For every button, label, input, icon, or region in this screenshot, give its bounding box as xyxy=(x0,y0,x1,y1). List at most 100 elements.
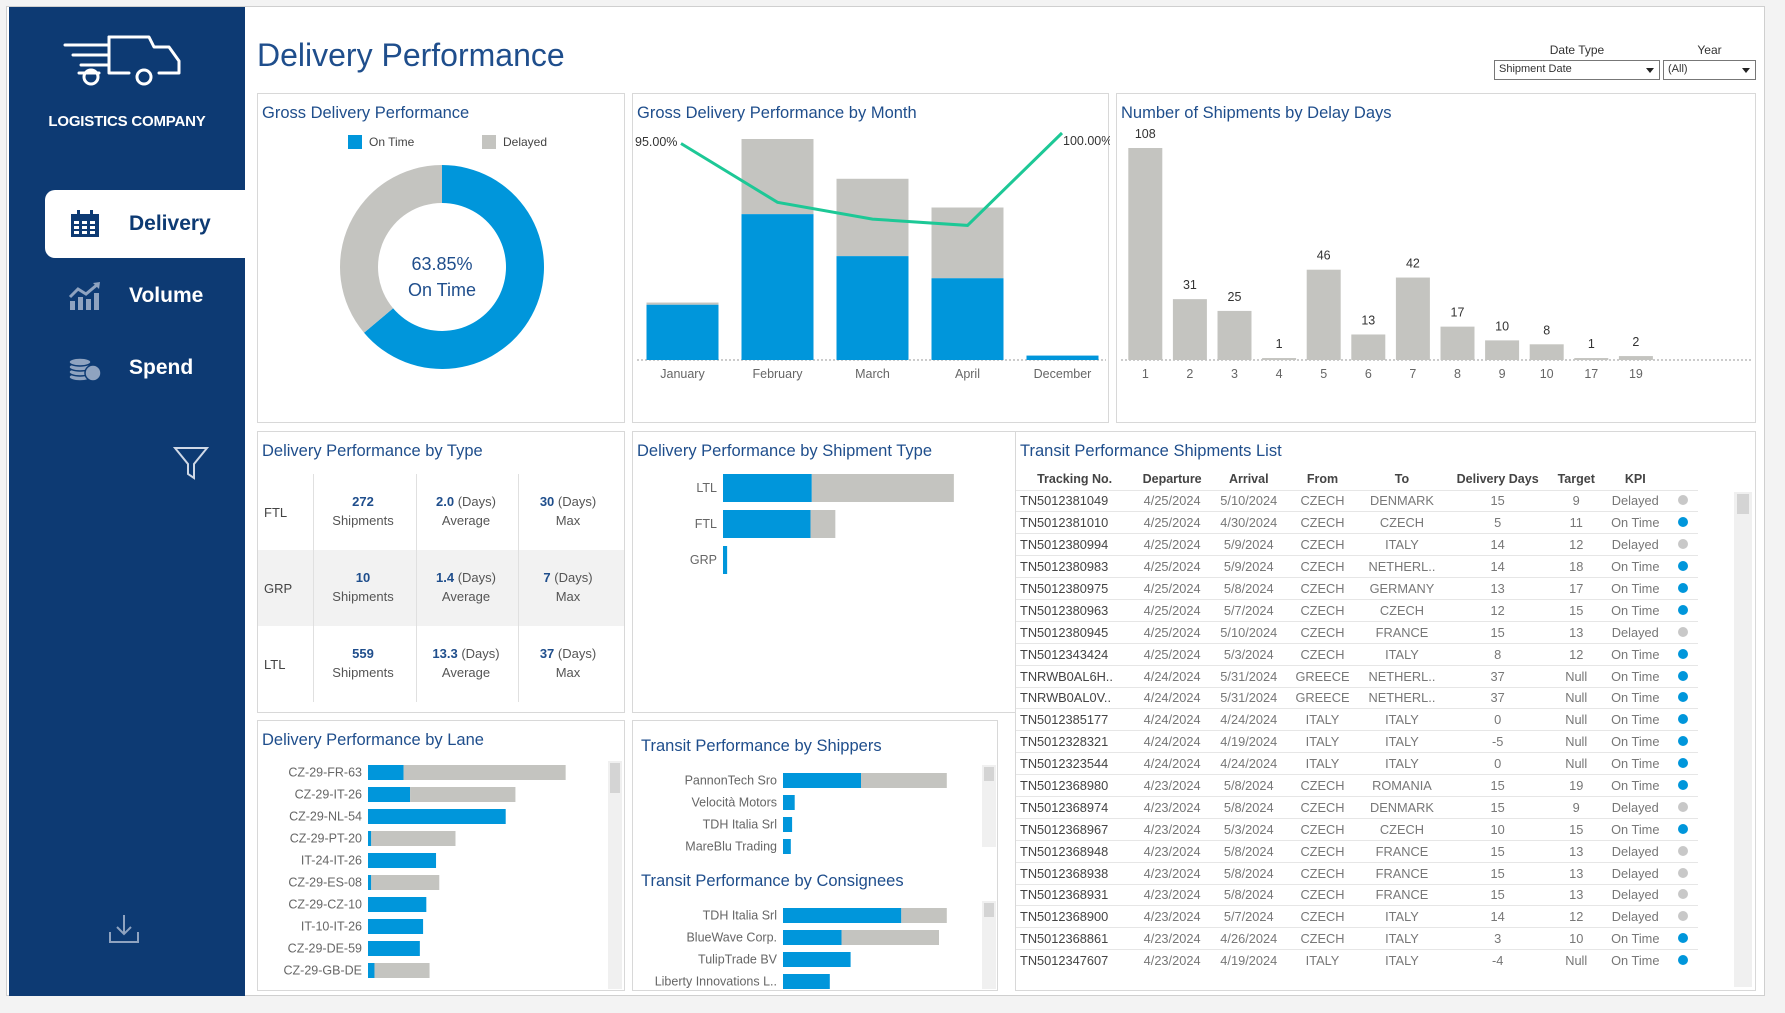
bar-on-time xyxy=(368,809,506,824)
max-unit: (Days) xyxy=(557,646,597,661)
bar-delay-2 xyxy=(1172,299,1207,360)
column-header[interactable]: Tracking No. xyxy=(1037,471,1113,486)
table-cell: 14 xyxy=(1445,533,1550,556)
table-cell: 4/23/2024 xyxy=(1133,795,1212,819)
table-cell: 37 xyxy=(1445,664,1550,688)
panel-title: Number of Shipments by Delay Days xyxy=(1121,104,1392,122)
table-cell: Delayed xyxy=(1602,533,1668,556)
sidebar-item-volume[interactable]: Volume xyxy=(45,262,245,330)
table-row[interactable]: TN5012323544 4/24/2024 4/24/2024 ITALY ITALY… xyxy=(1016,752,1698,775)
column-header[interactable]: Target xyxy=(1557,471,1595,486)
table-cell: On Time xyxy=(1602,686,1668,709)
table-cell: TN5012323544 xyxy=(1016,752,1134,775)
table-cell: 11 xyxy=(1549,511,1603,534)
column-divider xyxy=(416,474,417,702)
table-row[interactable]: TN5012380983 4/25/2024 5/9/2024 CZECH NETHER… xyxy=(1016,555,1698,578)
shippers-scrollbar[interactable] xyxy=(982,765,996,847)
y-tick-label: CZ-29-NL-54 xyxy=(289,810,362,824)
column-header[interactable]: From xyxy=(1306,471,1339,486)
bar-on-time xyxy=(368,941,420,956)
table-row[interactable]: TN5012381049 4/25/2024 5/10/2024 CZECH DENMA… xyxy=(1016,489,1698,512)
download-icon[interactable] xyxy=(107,912,141,951)
y-tick-label: CZ-29-GB-DE xyxy=(284,964,362,978)
table-row[interactable]: TN5012380994 4/25/2024 5/9/2024 CZECH ITALY 1… xyxy=(1016,533,1698,556)
table-cell: DENMARK xyxy=(1358,489,1446,512)
shippers-title: Transit Performance by Shippers xyxy=(641,737,882,755)
table-row[interactable]: TN5012368900 4/23/2024 5/7/2024 CZECH ITALY 1… xyxy=(1016,905,1698,928)
table-row[interactable]: TN5012343424 4/25/2024 5/3/2024 CZECH ITALY 8… xyxy=(1016,642,1698,666)
column-header[interactable]: Arrival xyxy=(1228,471,1269,486)
column-header[interactable]: Departure xyxy=(1142,471,1202,486)
sidebar-item-delivery[interactable]: Delivery xyxy=(45,190,253,258)
scroll-thumb[interactable] xyxy=(984,903,994,917)
table-cell: 4/25/2024 xyxy=(1133,555,1212,578)
column-divider xyxy=(313,474,314,702)
table-row[interactable]: TN5012368931 4/23/2024 5/8/2024 CZECH FRANCE… xyxy=(1016,883,1698,906)
on-time-dot-icon xyxy=(1678,583,1688,593)
table-cell: ITALY xyxy=(1286,708,1359,731)
table-cell: On Time xyxy=(1602,598,1668,622)
lane-scrollbar[interactable] xyxy=(608,761,622,989)
table-row[interactable]: TN5012368861 4/23/2024 4/26/2024 CZECH ITALY… xyxy=(1016,927,1698,950)
scroll-thumb[interactable] xyxy=(610,763,620,793)
table-row[interactable]: TN5012380975 4/25/2024 5/8/2024 CZECH GERMAN… xyxy=(1016,577,1698,600)
y-tick-label: CZ-29-IT-26 xyxy=(295,788,362,802)
column-header[interactable]: To xyxy=(1394,471,1410,486)
table-row[interactable]: TN5012381010 4/25/2024 4/30/2024 CZECH CZECH… xyxy=(1016,511,1698,534)
x-tick-label: December xyxy=(1034,367,1092,381)
shipments-count: 10 Shipments xyxy=(313,568,413,606)
avg-unit: (Days) xyxy=(457,494,496,509)
indicator-column-header xyxy=(1668,468,1698,490)
main-content: Delivery Performance Date Type Shipment … xyxy=(245,7,1765,996)
filter-icon[interactable] xyxy=(172,445,210,486)
company-logo: LOGISTICS COMPANY xyxy=(9,7,245,192)
kpi-indicator xyxy=(1668,555,1698,578)
table-row[interactable]: TN5012328321 4/24/2024 4/19/2024 ITALY ITALY… xyxy=(1016,730,1698,753)
table-row[interactable]: TN5012368938 4/23/2024 5/8/2024 CZECH FRANCE… xyxy=(1016,861,1698,885)
table-cell: 13 xyxy=(1445,577,1550,600)
table-cell: 5/31/2024 xyxy=(1211,686,1287,709)
table-row[interactable]: TN5012347607 4/23/2024 4/19/2024 ITALY ITALY… xyxy=(1016,949,1698,972)
table-cell: TNRWB0AL6H.. xyxy=(1016,664,1134,688)
table-cell: 13 xyxy=(1549,861,1603,885)
table-row[interactable]: TN5012380945 4/25/2024 5/10/2024 CZECH FRANC… xyxy=(1016,620,1698,644)
table-row[interactable]: TN5012368980 4/23/2024 5/8/2024 CZECH ROMANI… xyxy=(1016,774,1698,797)
table-cell: Null xyxy=(1549,752,1603,775)
table-row[interactable]: TN5012368974 4/23/2024 5/8/2024 CZECH DENMAR… xyxy=(1016,795,1698,819)
monthly-performance-panel: Gross Delivery Performance by Month Janu… xyxy=(632,93,1110,423)
type-row-ftl: FTL 272 Shipments 2.0 (Days) Average 30 (Days… xyxy=(258,474,624,550)
table-cell: ITALY xyxy=(1358,708,1446,731)
column-header[interactable]: KPI xyxy=(1624,471,1646,486)
table-row[interactable]: TN5012368967 4/23/2024 5/3/2024 CZECH CZECH 1… xyxy=(1016,817,1698,841)
bar-delayed xyxy=(646,302,719,305)
bar-on-time xyxy=(723,510,811,538)
table-cell: FRANCE xyxy=(1358,883,1446,906)
table-row[interactable]: TN5012385177 4/24/2024 4/24/2024 ITALY ITALY… xyxy=(1016,708,1698,731)
table-cell: 3 xyxy=(1445,927,1550,950)
table-cell: GREECE xyxy=(1286,686,1359,709)
x-tick-label: 6 xyxy=(1365,367,1372,381)
table-cell: 5/8/2024 xyxy=(1211,577,1287,600)
scroll-thumb[interactable] xyxy=(1737,494,1749,514)
table-cell: CZECH xyxy=(1286,620,1359,644)
date-type-select[interactable]: Shipment Date xyxy=(1494,60,1660,80)
bar-delayed xyxy=(374,963,430,978)
table-cell: TN5012368980 xyxy=(1016,774,1134,797)
date-type-label: Date Type xyxy=(1549,43,1605,57)
table-row[interactable]: TN5012368948 4/23/2024 5/8/2024 CZECH FRANCE… xyxy=(1016,839,1698,863)
y-tick-label: PannonTech Sro xyxy=(685,774,777,788)
table-row[interactable]: TNRWB0AL6H.. 4/24/2024 5/31/2024 GREECE NETH… xyxy=(1016,664,1698,688)
consignees-scrollbar[interactable] xyxy=(982,901,996,989)
sidebar-item-spend[interactable]: Spend xyxy=(45,334,245,402)
table-cell: ITALY xyxy=(1358,730,1446,753)
table-cell: On Time xyxy=(1602,927,1668,950)
table-row[interactable]: TNRWB0AL0V.. 4/24/2024 5/31/2024 GREECE NETH… xyxy=(1016,686,1698,709)
column-header[interactable]: Delivery Days xyxy=(1456,471,1539,486)
bar-delay-19 xyxy=(1618,356,1653,360)
table-scrollbar[interactable] xyxy=(1734,492,1752,987)
year-select[interactable]: (All) xyxy=(1663,60,1756,80)
table-row[interactable]: TN5012380963 4/25/2024 5/7/2024 CZECH CZECH 1… xyxy=(1016,598,1698,622)
scroll-thumb[interactable] xyxy=(984,767,994,781)
table-cell: Delayed xyxy=(1602,883,1668,906)
y-tick-label: BlueWave Corp. xyxy=(686,931,777,945)
